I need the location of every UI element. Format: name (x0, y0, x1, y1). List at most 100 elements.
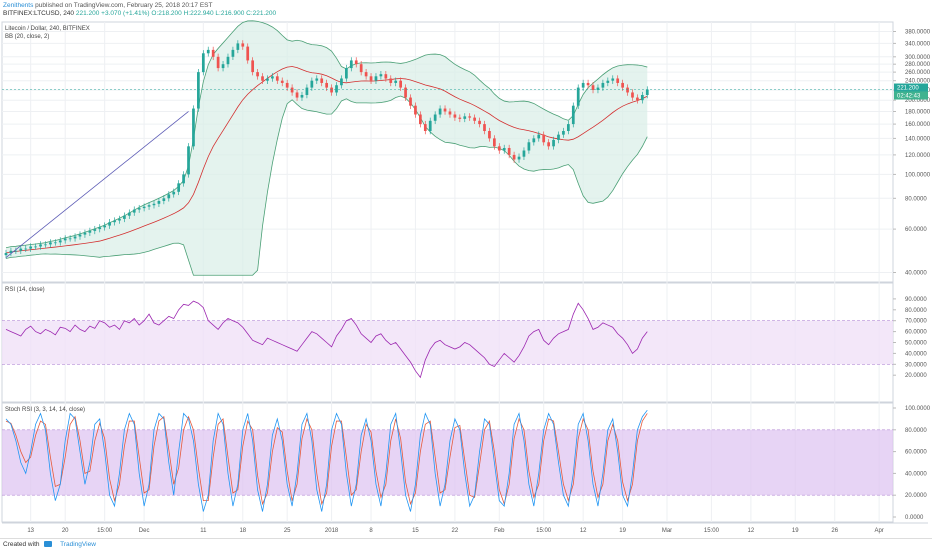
candle-body (236, 43, 240, 50)
candle-body (532, 138, 536, 143)
candle-body (251, 60, 255, 73)
x-tick-label: 12 (748, 528, 755, 534)
candle-body (305, 87, 309, 95)
candle-body (448, 111, 452, 115)
candle-body (58, 240, 62, 243)
candle-body (187, 146, 190, 175)
y-tick-label: 60.0000 (905, 450, 927, 456)
candle-body (389, 78, 393, 83)
band-fill (2, 320, 893, 365)
y-tick-label: 20.0000 (905, 373, 927, 379)
y-tick-label: 70.0000 (905, 319, 927, 325)
candle-body (320, 78, 324, 83)
candle-body (345, 68, 348, 79)
y-tick-label: 0.0000 (905, 515, 924, 521)
candle-body (4, 252, 8, 256)
price-pane-title: Litecoin / Dollar, 240, BITFINEX (5, 26, 90, 32)
x-tick-label: Mar (662, 528, 672, 534)
y-tick-label: 90.0000 (905, 297, 927, 303)
y-tick-label: 280.0000 (905, 62, 931, 68)
candle-body (616, 78, 620, 83)
candle-body (98, 227, 102, 230)
candle-body (19, 248, 23, 251)
candle-body (493, 138, 496, 147)
candle-body (280, 80, 284, 83)
publish-line: Zenithents published on TradingView.com,… (3, 2, 212, 10)
candle-body (611, 78, 615, 81)
candle-body (404, 87, 407, 98)
bb-study-label: BB (20, close, 2) (5, 34, 49, 40)
candle-body (53, 242, 57, 244)
candle-body (527, 142, 531, 151)
x-tick-label: 22 (452, 528, 459, 534)
candle-body (547, 142, 550, 147)
symbol-label: BITFINEX:LTCUSD, 240 (3, 10, 75, 17)
candle-body (192, 108, 195, 147)
candle-body (266, 78, 269, 81)
candle-body (591, 85, 595, 91)
candle-body (571, 105, 575, 125)
candle-body (226, 56, 230, 65)
y-tick-label: 340.0000 (905, 41, 931, 47)
y-tick-label: 40.0000 (905, 471, 927, 477)
candle-body (369, 76, 373, 81)
candle-body (49, 242, 52, 245)
high-value: H:222.940 (183, 10, 214, 17)
author-link[interactable]: Zenithents (3, 2, 34, 9)
candle-body (300, 94, 304, 98)
candle-body (206, 49, 210, 54)
candle-body (24, 248, 28, 250)
candle-body (172, 191, 176, 195)
candle-body (162, 198, 166, 202)
candle-body (419, 114, 422, 125)
low-value: L:216.900 (215, 10, 245, 17)
candle-body (359, 64, 363, 73)
open-value: O:218.200 (151, 10, 182, 17)
x-tick-label: 18 (239, 528, 246, 534)
y-tick-label: 240.0000 (905, 79, 931, 85)
candle-body (34, 246, 37, 248)
candle-body (325, 82, 329, 88)
candle-body (9, 250, 13, 253)
candle-body (295, 92, 299, 98)
candle-body (39, 244, 42, 247)
tradingview-logo-icon (44, 541, 53, 548)
trendline (5, 111, 189, 258)
y-tick-label: 50.0000 (905, 341, 927, 347)
x-tick-label: 19 (792, 528, 799, 534)
candle-body (354, 60, 358, 65)
candle-body (261, 76, 264, 81)
ohlc-line: BITFINEX:LTCUSD, 240 221.200 +3.070 (+1.… (3, 10, 276, 18)
candle-body (645, 89, 649, 95)
candle-body (557, 134, 560, 140)
candle-body (394, 80, 398, 83)
candle-body (384, 74, 388, 79)
candle-body (497, 146, 501, 151)
candle-body (537, 134, 541, 139)
bb-band-fill (6, 20, 648, 276)
candle-body (285, 82, 289, 88)
y-tick-label: 40.0000 (905, 271, 927, 277)
y-tick-label: 80.0000 (905, 308, 927, 314)
candle-body (473, 117, 476, 121)
close-value: C:221.200 (246, 10, 277, 17)
candle-body (507, 147, 511, 155)
candle-body (566, 124, 570, 132)
candle-body (271, 76, 274, 79)
tradingview-link[interactable]: TradingView (60, 541, 96, 548)
created-with-label: Created with (3, 541, 40, 548)
candle-body (502, 147, 506, 151)
stoch-k-line (5, 409, 648, 512)
candle-body (468, 116, 472, 118)
candle-body (83, 232, 87, 235)
last-price: 221.200 (75, 10, 100, 17)
y-tick-label: 160.0000 (905, 122, 931, 128)
candle-body (246, 46, 250, 61)
x-tick-label: 25 (284, 528, 291, 534)
candle-body (216, 56, 220, 69)
candle-body (241, 43, 245, 47)
y-tick-label: 300.0000 (905, 55, 931, 61)
candle-body (177, 183, 181, 192)
candle-body (379, 74, 383, 77)
